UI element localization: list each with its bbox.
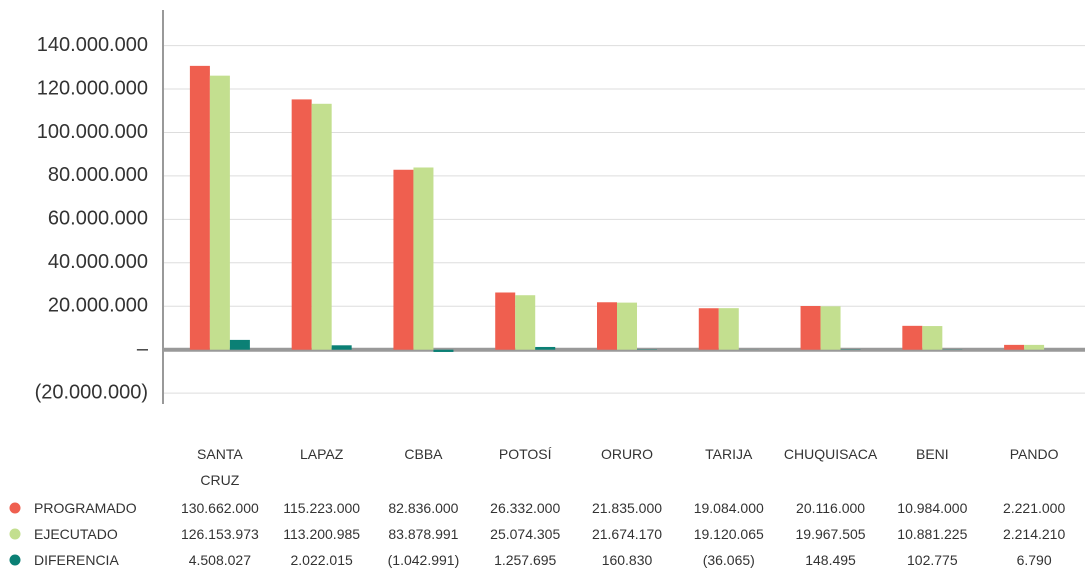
table-value: 26.332.000 — [490, 500, 561, 516]
table-value: 20.116.000 — [796, 500, 866, 516]
table-value: 10.984.000 — [897, 500, 968, 516]
bar — [535, 346, 556, 350]
bar — [311, 103, 332, 350]
table-value: 126.153.973 — [180, 526, 259, 542]
bar — [617, 302, 637, 350]
table-value: 25.074.305 — [490, 526, 561, 542]
table-value: 160.830 — [601, 552, 653, 568]
y-tick-label: – — [137, 338, 149, 360]
bar — [820, 306, 841, 350]
legend-marker — [9, 554, 21, 566]
y-tick-label: 80.000.000 — [48, 164, 148, 186]
table-value: 2.214.210 — [1002, 526, 1066, 542]
table-value: 130.662.000 — [180, 500, 259, 516]
legend-label: EJECUTADO — [34, 526, 118, 542]
bar — [229, 339, 250, 350]
y-tick-label: 60.000.000 — [48, 208, 148, 230]
table-value: 21.835.000 — [591, 500, 663, 516]
table-value: 19.967.505 — [795, 526, 866, 542]
bar — [1004, 344, 1025, 350]
bar — [1024, 344, 1045, 350]
category-label: POTOSÍ — [498, 446, 552, 462]
chart: (20.000.000) – 20.000.000 40.000.000 60.000.… — [35, 10, 1085, 404]
table-value: 6.790 — [1016, 552, 1052, 568]
bar — [718, 308, 739, 350]
bar — [209, 75, 230, 350]
category-label: CHUQUISACA — [783, 446, 878, 462]
y-tick-label: 140.000.000 — [37, 34, 148, 56]
bar — [189, 65, 210, 350]
bar — [331, 345, 352, 350]
bar — [922, 326, 943, 350]
bar — [393, 169, 414, 350]
table-value: 4.508.027 — [188, 552, 252, 568]
table-value: 19.084.000 — [693, 500, 764, 516]
table-value: 10.881.225 — [897, 526, 968, 542]
category-label: LAPAZ — [300, 446, 344, 462]
table-value: 115.223.000 — [283, 500, 361, 516]
table-value: 83.878.991 — [388, 526, 459, 542]
bar — [433, 349, 454, 352]
legend-marker — [9, 528, 21, 540]
table-value: (1.042.991) — [387, 552, 460, 568]
bar — [495, 292, 516, 350]
y-tick-label: 20.000.000 — [48, 295, 148, 317]
table-value: (36.065) — [702, 552, 755, 568]
bar — [800, 305, 821, 350]
table-value: 148.495 — [805, 552, 856, 568]
category-label: CBBA — [404, 446, 443, 462]
table-value: 113.200.985 — [283, 526, 361, 542]
category-label: PANDO — [1009, 446, 1059, 462]
table-value: 2.022.015 — [290, 552, 353, 568]
category-label: TARIJA — [705, 446, 753, 462]
y-tick-label: (20.000.000) — [35, 381, 148, 403]
y-tick-label: 120.000.000 — [37, 77, 148, 99]
table-value: 1.257.695 — [494, 552, 557, 568]
legend-marker — [9, 502, 21, 514]
bar — [698, 308, 719, 350]
category-label: SANTA CRUZ — [197, 446, 243, 488]
legend-markers — [9, 502, 21, 566]
bar — [413, 167, 434, 350]
y-tick-label: 100.000.000 — [37, 121, 148, 143]
category-label: BENI — [915, 446, 949, 462]
bar — [597, 302, 617, 350]
table-value: 21.674.170 — [591, 526, 663, 542]
legend-label: PROGRAMADO — [34, 500, 137, 516]
table-value: 2.221.000 — [1002, 500, 1066, 516]
table-value: 19.120.065 — [693, 526, 764, 542]
table-value: 82.836.000 — [388, 500, 459, 516]
category-label: ORURO — [600, 446, 654, 462]
legend-label: DIFERENCIA — [34, 552, 119, 568]
bar — [515, 295, 536, 350]
bar — [291, 99, 312, 350]
y-tick-label: 40.000.000 — [48, 251, 148, 273]
bar — [902, 325, 923, 350]
table-value: 102.775 — [907, 552, 958, 568]
